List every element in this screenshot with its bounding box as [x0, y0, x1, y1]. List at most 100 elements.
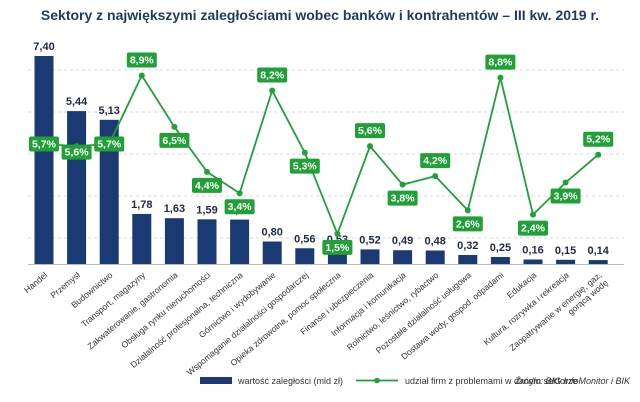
legend: wartość zaległości (mld zł) udział firm …: [200, 376, 578, 386]
line-value-box: [550, 188, 581, 204]
line-value-text: 8,8%: [488, 57, 513, 69]
bar-value-label: 1,78: [131, 199, 152, 211]
bar: [197, 219, 217, 264]
bar: [164, 218, 184, 264]
bar-value-label: 0,32: [457, 240, 478, 252]
line-value-text: 3,8%: [391, 193, 416, 205]
legend-line-label: udział firm z problemami w danym sektorz…: [405, 376, 578, 386]
line-marker: [432, 173, 439, 180]
line-marker: [171, 123, 178, 130]
line-value-label: 5,7%: [94, 136, 125, 152]
line-value-label: 4,4%: [192, 177, 222, 193]
line-value-label: 3,9%: [550, 188, 581, 204]
bar: [458, 255, 478, 264]
line-value-label: 5,3%: [289, 158, 320, 174]
bar: [295, 248, 315, 264]
bar-value-label: 0,16: [522, 245, 543, 257]
line-marker: [138, 72, 145, 79]
bar: [67, 111, 87, 264]
line-value-box: [94, 136, 125, 152]
line-value-text: 5,2%: [586, 134, 611, 146]
line-marker: [236, 190, 243, 197]
line-value-text: 8,2%: [260, 70, 285, 82]
bar: [99, 119, 119, 264]
line-value-label: 8,9%: [126, 52, 157, 68]
bar-value-label: 5,13: [98, 105, 119, 117]
bar: [132, 213, 152, 264]
line-value-text: 5,7%: [97, 139, 122, 151]
bar: [556, 259, 576, 264]
bar-series: [34, 56, 608, 264]
line-marker: [367, 143, 373, 150]
line-value-text: 1,5%: [325, 242, 350, 254]
line-value-box: [485, 54, 516, 70]
line-value-box: [61, 144, 92, 160]
bar: [490, 256, 510, 264]
legend-bar-label: wartość zaległości (mld zł): [237, 376, 343, 386]
line-marker: [595, 151, 602, 158]
bar-value-label: 0,49: [392, 235, 413, 247]
bar-value-label: 0,80: [261, 227, 282, 239]
chart-title: Sektory z największymi zaległościami wob…: [41, 7, 599, 23]
bar-value-label: 0,15: [555, 245, 576, 257]
bar-value-label: 0,56: [294, 233, 315, 245]
bar: [523, 259, 543, 264]
line-value-label: 5,7%: [29, 136, 59, 152]
line-value-text: 2,6%: [456, 218, 481, 230]
line-marker: [497, 74, 504, 81]
line-marker: [464, 207, 471, 214]
line-value-text: 6,5%: [162, 135, 187, 147]
line-path: [43, 73, 599, 237]
bar-value-label: 1,59: [196, 204, 217, 216]
line-series: [41, 72, 602, 237]
line-value-box: [257, 67, 288, 83]
line-value-box: [387, 190, 418, 206]
bar: [262, 241, 282, 264]
line-value-text: 3,9%: [554, 191, 579, 203]
line-value-label: 3,8%: [387, 190, 418, 206]
bar: [425, 250, 445, 264]
line-value-text: 4,2%: [423, 155, 448, 167]
line-value-box: [322, 239, 353, 255]
line-value-text: 5,3%: [293, 161, 318, 173]
line-value-label: 8,2%: [257, 67, 288, 83]
bar-value-labels: 7,405,445,131,781,631,591,580,800,560,53…: [33, 41, 609, 257]
line-value-label: 8,8%: [485, 54, 516, 70]
line-value-box: [126, 52, 157, 68]
line-value-text: 5,6%: [65, 147, 90, 159]
line-marker: [399, 181, 406, 188]
line-value-box: [224, 199, 255, 215]
line-value-label: 3,4%: [224, 199, 255, 215]
line-value-label: 5,2%: [583, 131, 614, 147]
line-value-label: 6,5%: [159, 132, 190, 148]
line-value-box: [518, 220, 548, 236]
bar-value-label: 0,48: [424, 236, 445, 248]
line-value-box: [159, 132, 190, 148]
line-value-box: [289, 158, 320, 174]
bar-value-label: 0,14: [587, 245, 609, 257]
bar: [393, 250, 413, 264]
line-value-box: [29, 136, 59, 152]
bar: [588, 260, 608, 264]
line-value-box: [355, 123, 385, 139]
line-value-box: [192, 177, 222, 193]
line-marker: [269, 87, 276, 94]
line-value-box: [583, 131, 614, 147]
legend-line-marker: [374, 377, 380, 384]
line-value-box: [420, 153, 451, 169]
line-value-text: 4,4%: [195, 180, 220, 192]
category-label: Wspomaganie działalności gospodarczej: [185, 270, 310, 378]
line-marker: [204, 168, 210, 175]
bar-value-label: 1,63: [164, 203, 185, 215]
bar: [360, 249, 380, 264]
bar: [230, 219, 250, 264]
line-value-text: 3,4%: [228, 201, 253, 213]
source-note: Źródło: BIG InfoMonitor i BIK: [514, 376, 631, 386]
bar-value-label: 5,44: [66, 96, 88, 108]
gridlines: [28, 69, 624, 265]
line-value-text: 5,7%: [32, 139, 57, 151]
line-value-box: [452, 216, 483, 232]
line-value-label: 2,4%: [518, 220, 548, 236]
legend-bar-swatch: [200, 377, 232, 384]
